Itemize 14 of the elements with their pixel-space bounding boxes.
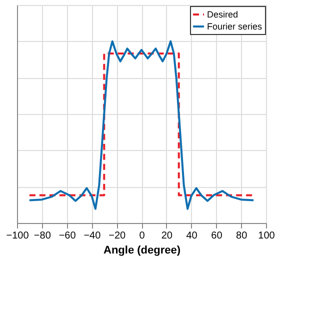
x-tick-label: −60 [58,230,76,242]
x-tick-label: 100 [258,230,276,242]
x-tick-label: 60 [211,230,223,242]
x-tick-label: 80 [236,230,248,242]
x-tick-label: 20 [161,230,173,242]
x-tick-label: −80 [34,230,52,242]
x-tick-label: 0 [139,230,146,242]
legend-label: Fourier series [207,22,263,32]
x-tick-label: −20 [108,230,126,242]
x-axis-title: Angle (degree) [103,244,181,256]
x-tick-label: 40 [186,230,198,242]
x-tick-label: −40 [84,230,102,242]
legend-label: Desired [207,10,238,20]
x-tick-label: −100 [6,230,30,242]
